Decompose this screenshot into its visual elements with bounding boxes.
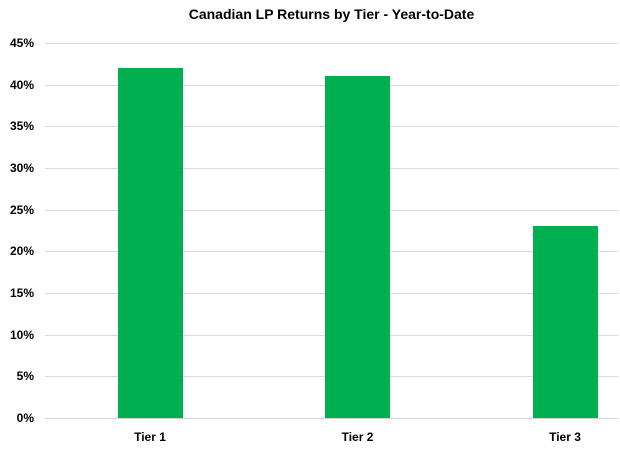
y-axis-tick-label: 0%	[16, 411, 34, 425]
chart-title: Canadian LP Returns by Tier - Year-to-Da…	[188, 6, 475, 22]
bar-tier-3	[532, 226, 598, 418]
y-axis-tick-label: 10%	[9, 327, 34, 342]
y-axis-tick-label: 5%	[16, 369, 34, 384]
y-axis-tick-label: 15%	[9, 286, 34, 300]
y-axis-tick-label: 35%	[9, 119, 34, 134]
y-axis-tick-label: 30%	[9, 161, 34, 175]
y-axis-tick-label: 20%	[9, 244, 34, 259]
y-axis-tick-label: 40%	[9, 77, 34, 92]
bar-tier-1	[117, 68, 183, 418]
y-axis-tick-label: 25%	[9, 202, 34, 217]
x-axis-category-label: Tier 1	[134, 430, 166, 444]
gridline	[45, 43, 618, 44]
y-axis-tick-label: 45%	[9, 36, 34, 50]
x-axis-category-label: Tier 2	[341, 430, 374, 444]
x-axis-category-label: Tier 3	[549, 430, 581, 444]
x-axis-line	[45, 418, 618, 419]
bar-tier-2	[325, 76, 390, 418]
